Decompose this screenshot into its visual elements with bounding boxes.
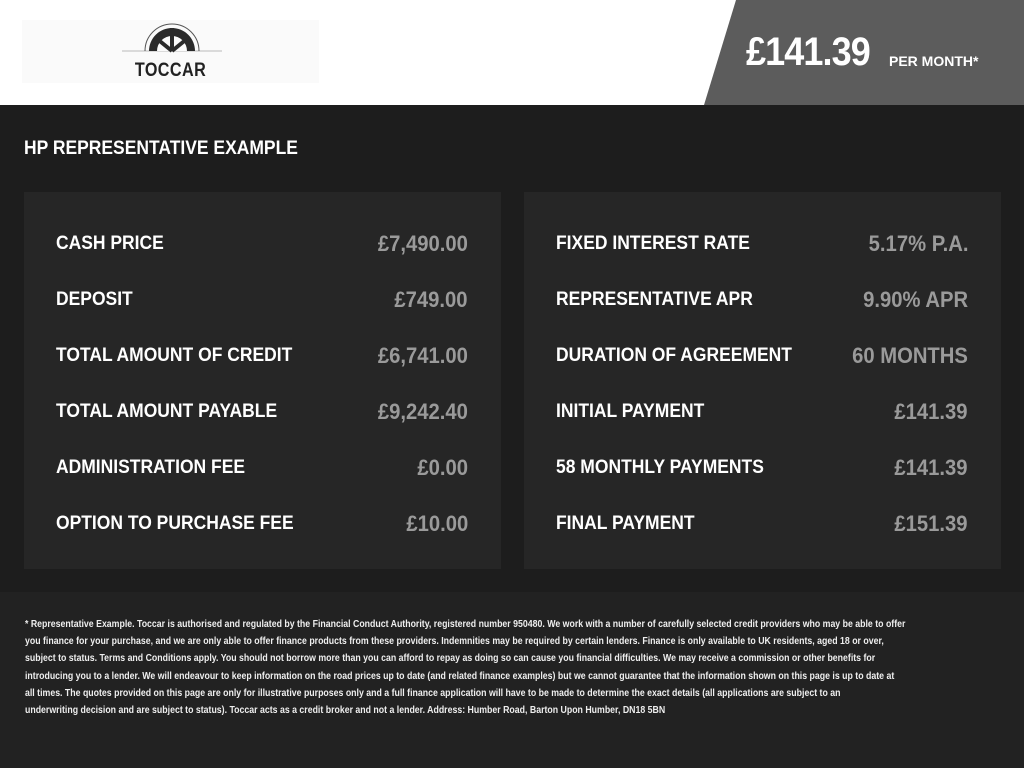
row-label: DEPOSIT bbox=[56, 289, 133, 310]
disclaimer-line: you finance for your purchase, and we ar… bbox=[25, 636, 884, 648]
finance-row: ADMINISTRATION FEE £0.00 bbox=[56, 453, 468, 483]
row-label: FINAL PAYMENT bbox=[556, 513, 695, 534]
finance-row: FIXED INTEREST RATE 5.17% P.A. bbox=[556, 229, 968, 259]
logo-text: TOCCAR bbox=[134, 60, 207, 81]
finance-row: OPTION TO PURCHASE FEE £10.00 bbox=[56, 509, 468, 539]
row-label: FIXED INTEREST RATE bbox=[556, 233, 750, 254]
finance-row: REPRESENTATIVE APR 9.90% APR bbox=[556, 285, 968, 315]
row-value: £749.00 bbox=[394, 287, 468, 312]
row-value: £151.39 bbox=[894, 511, 968, 536]
finance-row: 58 MONTHLY PAYMENTS £141.39 bbox=[556, 453, 968, 483]
row-value: £9,242.40 bbox=[377, 399, 468, 424]
disclaimer-line: introducing you to a lender. We will end… bbox=[25, 670, 895, 682]
row-label: TOTAL AMOUNT OF CREDIT bbox=[56, 345, 293, 366]
row-value: £7,490.00 bbox=[377, 231, 468, 256]
disclaimer-line: all times. The quotes provided on this p… bbox=[25, 687, 841, 699]
disclaimer-line: * Representative Example. Toccar is auth… bbox=[25, 619, 906, 630]
row-label: DURATION OF AGREEMENT bbox=[556, 345, 792, 366]
row-value: £6,741.00 bbox=[377, 343, 468, 368]
row-value: £10.00 bbox=[406, 511, 468, 536]
header-bar: TOCCAR £141.39 PER MONTH* bbox=[0, 0, 1024, 105]
finance-details-right: FIXED INTEREST RATE 5.17% P.A. REPRESENTAT… bbox=[524, 192, 1001, 569]
row-label: ADMINISTRATION FEE bbox=[56, 457, 246, 478]
row-label: INITIAL PAYMENT bbox=[556, 401, 705, 422]
finance-row: TOTAL AMOUNT PAYABLE £9,242.40 bbox=[56, 397, 468, 427]
finance-row: DEPOSIT £749.00 bbox=[56, 285, 468, 315]
row-label: CASH PRICE bbox=[56, 233, 164, 254]
toccar-logo[interactable]: TOCCAR bbox=[22, 20, 319, 83]
finance-details-left: CASH PRICE £7,490.00 DEPOSIT £749.00 TOTAL A… bbox=[24, 192, 501, 569]
row-value: 60 MONTHS bbox=[852, 343, 968, 368]
finance-row: INITIAL PAYMENT £141.39 bbox=[556, 397, 968, 427]
monthly-price-box: £141.39 PER MONTH* bbox=[704, 0, 1024, 105]
disclaimer-line: underwriting decision and are subject to… bbox=[25, 705, 666, 717]
wheel-icon bbox=[122, 23, 222, 53]
row-label: 58 MONTHLY PAYMENTS bbox=[556, 457, 764, 478]
finance-row: DURATION OF AGREEMENT 60 MONTHS bbox=[556, 341, 968, 371]
disclaimer-text: * Representative Example. Toccar is auth… bbox=[25, 616, 905, 719]
finance-row: FINAL PAYMENT £151.39 bbox=[556, 509, 968, 539]
finance-row: CASH PRICE £7,490.00 bbox=[56, 229, 468, 259]
row-value: £0.00 bbox=[417, 455, 468, 480]
finance-row: TOTAL AMOUNT OF CREDIT £6,741.00 bbox=[56, 341, 468, 371]
row-value: £141.39 bbox=[894, 399, 968, 424]
row-value: 5.17% P.A. bbox=[868, 231, 968, 256]
monthly-price: £141.39 bbox=[746, 30, 871, 74]
row-label: REPRESENTATIVE APR bbox=[556, 289, 753, 310]
row-value: 9.90% APR bbox=[863, 287, 968, 312]
disclaimer-line: subject to status. Terms and Conditions … bbox=[25, 653, 876, 665]
per-month-label: PER MONTH* bbox=[889, 53, 979, 69]
row-value: £141.39 bbox=[894, 455, 968, 480]
row-label: OPTION TO PURCHASE FEE bbox=[56, 513, 294, 534]
disclaimer-section: * Representative Example. Toccar is auth… bbox=[0, 592, 1024, 768]
row-label: TOTAL AMOUNT PAYABLE bbox=[56, 401, 278, 422]
page-title: HP REPRESENTATIVE EXAMPLE bbox=[24, 138, 298, 159]
